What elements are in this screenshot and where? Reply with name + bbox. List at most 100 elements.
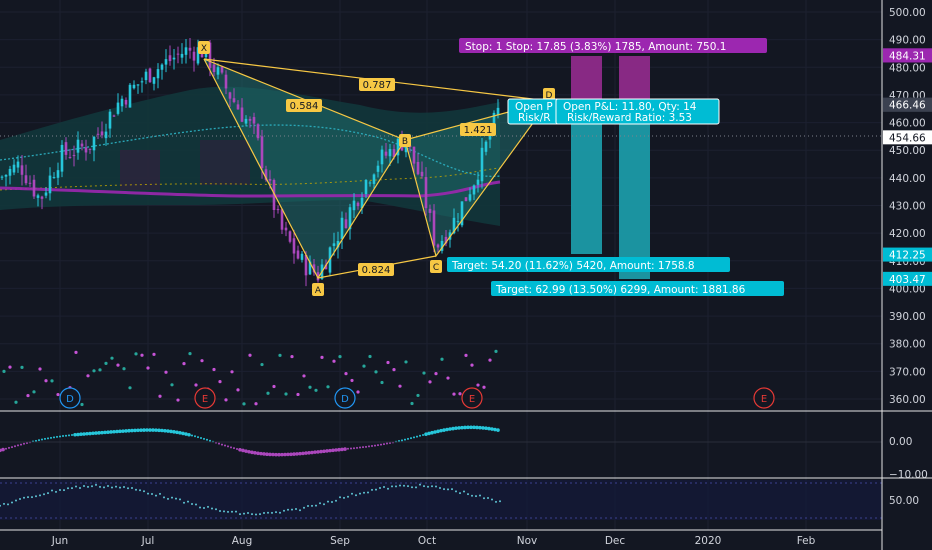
osc-dot-95: [283, 452, 287, 457]
ind2-dot-95: [379, 487, 381, 490]
time-axis[interactable]: Jun Jul Aug Sep Oct Nov Dec 2020 Feb: [51, 535, 816, 547]
earnings-marker-1[interactable]: [194, 387, 216, 409]
volume-dot-38: [230, 370, 234, 374]
osc-dot-108: [322, 449, 326, 454]
dividend-marker-2[interactable]: [334, 387, 356, 409]
candle-body-48: [192, 51, 196, 61]
ind2-dot-43: [171, 496, 173, 499]
candle-body-92: [368, 182, 372, 184]
time-label-jun: Jun: [51, 535, 68, 547]
osc-dot-102: [304, 451, 308, 455]
pattern-point-labels[interactable]: X A B C D: [198, 41, 555, 296]
osc-dot-58: [172, 430, 176, 434]
ind2-dot-46: [183, 501, 185, 504]
event-markers[interactable]: D E D E E: [59, 387, 775, 409]
ind2-dot-115: [459, 492, 461, 495]
osc-dot-69: [206, 438, 208, 441]
osc-dot-75: [224, 444, 226, 447]
pnl-line1: Open P&L: 11.80, Qty: 14: [563, 101, 697, 113]
osc-dot-70: [209, 439, 211, 442]
osc-dot-105: [313, 450, 317, 454]
volume-dot-4: [26, 393, 30, 398]
candle-body-86: [344, 219, 348, 229]
volume-dot-28: [170, 383, 174, 387]
ind2-dot-81: [323, 503, 325, 506]
volume-dot-59: [356, 390, 360, 394]
osc-dot-67: [200, 436, 202, 439]
ind2-dot-14: [55, 490, 57, 493]
candle-body-97: [388, 149, 392, 157]
earnings-marker-3[interactable]: [753, 387, 775, 409]
ratio-label-xb: 0.787: [363, 80, 392, 91]
ind2-dot-93: [371, 488, 373, 491]
volume-dot-43: [260, 362, 264, 367]
osc-dot-1: [1, 447, 5, 452]
indicator-1-tick-0: 0.00: [889, 436, 912, 448]
earnings-marker-3-label: E: [761, 394, 767, 405]
osc-dot-13: [38, 439, 40, 442]
osc-dot-50: [148, 428, 152, 432]
ind2-dot-68: [271, 511, 273, 514]
osc-dot-39: [115, 429, 119, 434]
ind2-dot-54: [215, 508, 217, 511]
osc-dot-163: [487, 426, 491, 431]
volume-dot-5: [32, 390, 36, 394]
candle-body-106: [424, 177, 428, 209]
osc-dot-49: [145, 428, 149, 432]
osc-dot-81: [241, 448, 245, 453]
candle-body-111: [444, 236, 448, 244]
dividend-marker-1[interactable]: [59, 387, 81, 409]
osc-dot-9: [26, 442, 28, 445]
candle-body-58: [232, 98, 236, 103]
volume-dot-37: [224, 398, 228, 402]
price-axis[interactable]: 500.00490.00480.00470.00460.00450.00440.…: [889, 7, 926, 406]
osc-dot-44: [130, 428, 134, 433]
ind2-dot-58: [231, 510, 233, 513]
volume-dot-15: [92, 369, 96, 373]
osc-dot-109: [325, 449, 329, 453]
osc-dot-48: [142, 428, 146, 432]
volume-dot-1: [8, 365, 12, 369]
osc-dot-113: [337, 447, 341, 452]
osc-dot-53: [157, 428, 161, 433]
pnl-labels[interactable]: Open P Risk/R Open P&L: 11.80, Qty: 14 R…: [507, 98, 720, 125]
osc-dot-6: [17, 444, 19, 447]
candle-body-53: [212, 64, 216, 73]
moving-averages: [0, 124, 501, 198]
candle-body-52: [208, 42, 212, 68]
osc-dot-36: [106, 430, 110, 434]
target-zone-2[interactable]: [619, 119, 650, 279]
ind2-dot-72: [287, 508, 289, 511]
stop-label[interactable]: Stop: 1 Stop: 17.85 (3.83%) 1785, Amount…: [459, 38, 767, 53]
volume-dot-20: [122, 367, 126, 371]
candle-body-115: [460, 201, 464, 226]
osc-dot-147: [439, 428, 443, 433]
osc-dot-86: [256, 451, 260, 456]
volume-dot-18: [110, 356, 114, 360]
target-labels[interactable]: Target: 54.20 (11.62%) 5420, Amount: 175…: [447, 257, 784, 296]
volume-dot-62: [374, 370, 378, 374]
osc-dot-154: [460, 425, 464, 430]
price-tick-2: 480.00: [889, 62, 926, 74]
osc-dot-88: [262, 452, 266, 456]
target-zone-1[interactable]: [571, 119, 602, 254]
volume-dot-51: [308, 385, 312, 389]
osc-dot-115: [343, 447, 347, 451]
volume-dot-60: [362, 364, 366, 368]
osc-dot-142: [424, 432, 428, 437]
osc-dot-85: [253, 451, 257, 455]
osc-dot-101: [301, 451, 305, 456]
osc-dot-143: [427, 431, 431, 436]
candle-body-3: [12, 164, 16, 173]
ind2-dot-0: [0, 504, 1, 507]
osc-dot-160: [478, 425, 482, 430]
candle-body-34: [136, 84, 140, 86]
ind2-dot-18: [71, 487, 73, 490]
ind2-dot-105: [419, 483, 421, 486]
earnings-marker-2[interactable]: [461, 387, 483, 409]
candle-body-61: [244, 118, 248, 124]
candle-body-5: [20, 165, 24, 175]
ind2-dot-11: [43, 493, 45, 496]
osc-dot-2: [5, 447, 7, 450]
